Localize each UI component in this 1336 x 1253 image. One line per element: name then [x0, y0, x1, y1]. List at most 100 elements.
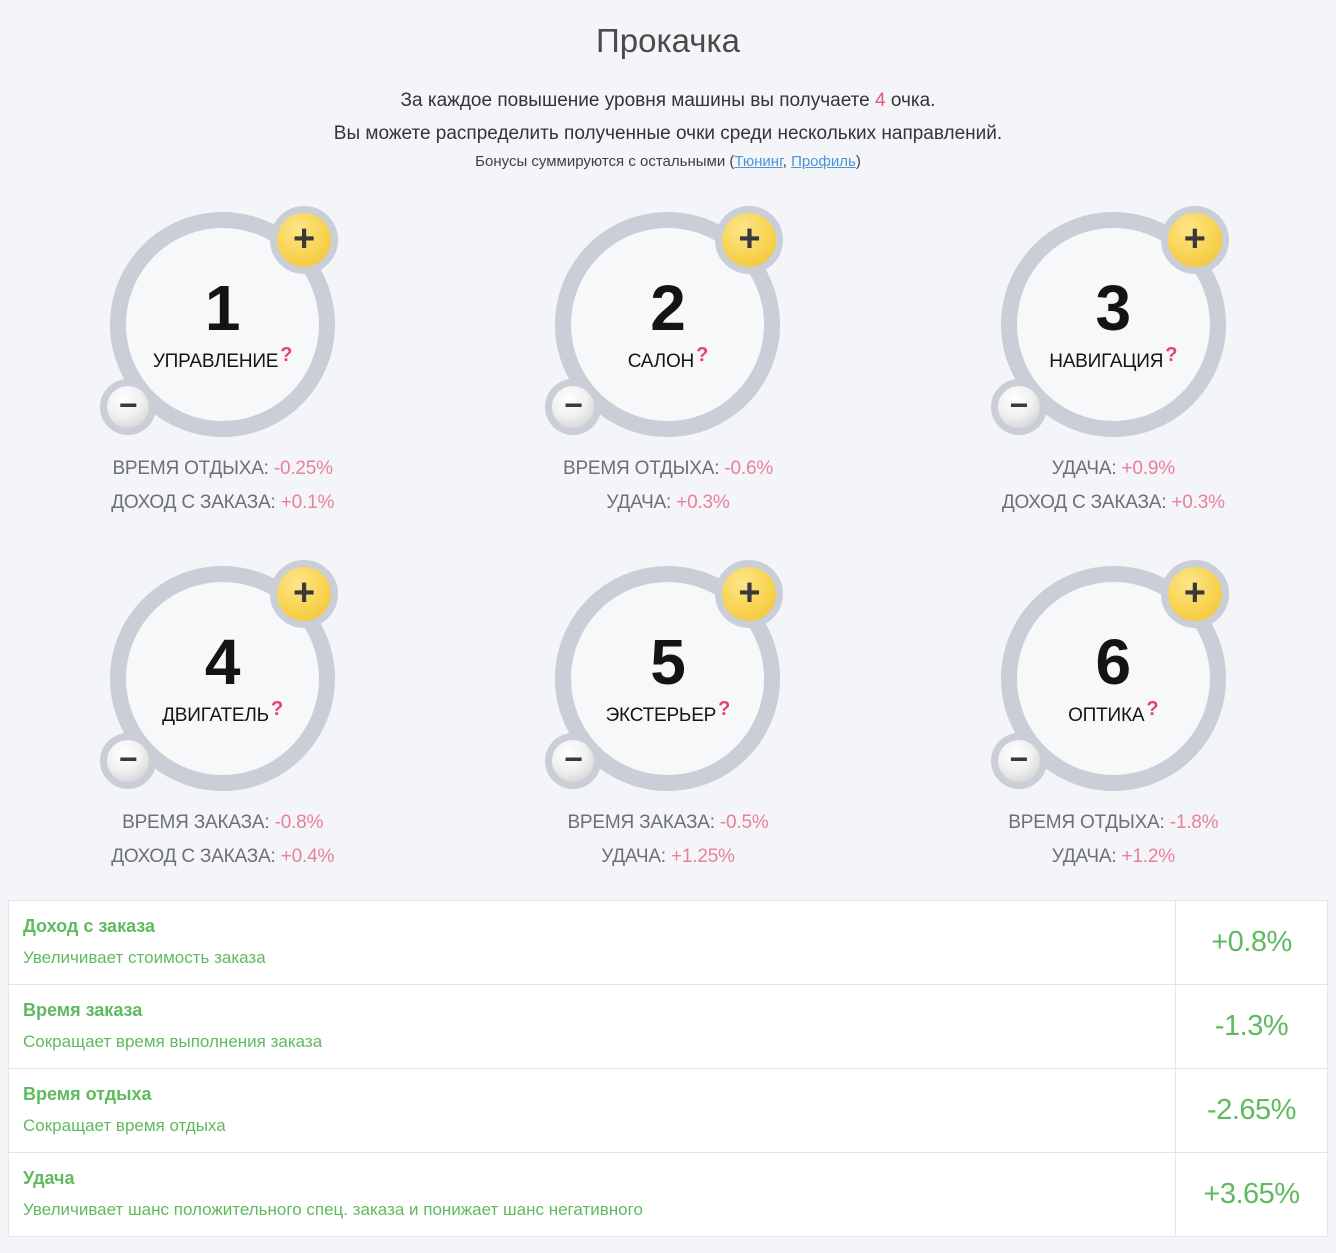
minus-icon: − — [564, 741, 583, 777]
decrease-button[interactable]: − — [100, 379, 157, 435]
link-tuning[interactable]: Тюнинг — [734, 153, 783, 170]
increase-button[interactable]: + — [715, 560, 784, 628]
stat-label: ДОХОД С ЗАКАЗА: — [111, 846, 276, 867]
help-icon[interactable]: ? — [270, 698, 284, 720]
skill-stats: УДАЧА: +0.9% ДОХОД С ЗАКАЗА: +0.3% — [1002, 452, 1225, 520]
plus-icon: + — [1183, 217, 1206, 260]
increase-button[interactable]: + — [715, 206, 784, 274]
table-row-main: Время отдыха Сокращает время отдыха — [9, 1069, 1175, 1152]
skill-stat-line: ДОХОД С ЗАКАЗА: +0.1% — [111, 486, 334, 520]
help-icon[interactable]: ? — [696, 344, 709, 366]
skill-stat-line: ВРЕМЯ ЗАКАЗА: -0.8% — [111, 806, 334, 840]
note-text-after: ) — [855, 153, 861, 170]
bonus-description: Сокращает время отдыха — [23, 1116, 226, 1135]
stat-value: -0.25% — [273, 458, 333, 479]
bonus-total-value: +3.65% — [1175, 1153, 1327, 1236]
bonus-title: Удача — [23, 1168, 75, 1188]
increase-button[interactable]: + — [270, 560, 339, 628]
stat-value: +0.3% — [1171, 492, 1225, 513]
skill-points-count: 6 — [1095, 626, 1132, 698]
line1-text-after: очка. — [885, 90, 936, 111]
table-row: Удача Увеличивает шанс положительного сп… — [9, 1153, 1327, 1236]
stat-label: ВРЕМЯ ОТДЫХА: — [562, 458, 720, 479]
points-per-level: 4 — [875, 90, 886, 111]
skill-ring-wrap: 3 НАВИГАЦИЯ? + − — [990, 206, 1229, 437]
stat-label: УДАЧА: — [601, 846, 666, 867]
skill-ring-wrap: 1 УПРАВЛЕНИЕ? + − — [100, 206, 339, 437]
table-row: Время отдыха Сокращает время отдыха -2.6… — [9, 1069, 1327, 1153]
skill-name: ОПТИКА — [1068, 705, 1145, 726]
stat-value: -0.5% — [719, 812, 769, 833]
skill-name: САЛОН — [627, 351, 695, 372]
decrease-button[interactable]: − — [545, 379, 602, 435]
increase-button[interactable]: + — [270, 206, 339, 274]
table-row: Доход с заказа Увеличивает стоимость зак… — [9, 901, 1327, 985]
skill-stats: ВРЕМЯ ОТДЫХА: -1.8% УДАЧА: +1.2% — [1008, 806, 1218, 874]
skill-stat-line: ВРЕМЯ ОТДЫХА: -0.6% — [563, 452, 773, 486]
stat-value: -0.8% — [274, 812, 324, 833]
stat-label: ВРЕМЯ ЗАКАЗА: — [567, 812, 715, 833]
skill-label-row: ДВИГАТЕЛЬ? — [162, 698, 283, 727]
bonus-title: Время заказа — [23, 1000, 143, 1020]
skill-label-row: НАВИГАЦИЯ? — [1049, 344, 1177, 373]
bonus-description: Увеличивает стоимость заказа — [23, 948, 266, 967]
skill-stat-line: ВРЕМЯ ОТДЫХА: -0.25% — [111, 452, 334, 486]
stat-label: ДОХОД С ЗАКАЗА: — [1001, 492, 1167, 513]
bonus-description: Увеличивает шанс положительного спец. за… — [23, 1200, 643, 1219]
skill-ring-wrap: 5 ЭКСТЕРЬЕР? + − — [545, 560, 784, 791]
skill-points-count: 5 — [650, 626, 686, 698]
bonus-title: Время отдыха — [23, 1084, 152, 1104]
skill-points-count: 1 — [204, 272, 241, 344]
skill-points-count: 3 — [1095, 272, 1132, 344]
skill-ring-wrap: 6 ОПТИКА? + − — [990, 560, 1229, 791]
note-separator: , — [782, 153, 792, 170]
skill-name: ЭКСТЕРЬЕР — [605, 705, 717, 726]
help-icon[interactable]: ? — [280, 344, 293, 366]
skill-stats: ВРЕМЯ ЗАКАЗА: -0.8% ДОХОД С ЗАКАЗА: +0.4… — [111, 806, 334, 874]
stat-value: -1.8% — [1169, 812, 1219, 833]
minus-icon: − — [1009, 741, 1029, 777]
help-icon[interactable]: ? — [1165, 344, 1178, 366]
bonus-total-value: -2.65% — [1175, 1069, 1327, 1152]
skill-stats: ВРЕМЯ ОТДЫХА: -0.25% ДОХОД С ЗАКАЗА: +0.… — [111, 452, 334, 520]
bonus-total-value: +0.8% — [1175, 901, 1327, 984]
decrease-button[interactable]: − — [990, 733, 1047, 789]
skill-label-row: ЭКСТЕРЬЕР? — [605, 698, 731, 727]
link-profile[interactable]: Профиль — [791, 153, 856, 170]
help-icon[interactable]: ? — [718, 698, 731, 720]
skill-card: 1 УПРАВЛЕНИЕ? + − ВРЕМЯ ОТДЫХА: -0.25% Д… — [0, 206, 445, 520]
skill-name: ДВИГАТЕЛЬ — [162, 705, 269, 726]
minus-icon: − — [1009, 387, 1029, 423]
note-text-before: Бонусы суммируются с остальными ( — [475, 153, 735, 170]
skill-stats: ВРЕМЯ ЗАКАЗА: -0.5% УДАЧА: +1.25% — [567, 806, 768, 874]
help-icon[interactable]: ? — [1146, 698, 1159, 720]
skill-card: 3 НАВИГАЦИЯ? + − УДАЧА: +0.9% ДОХОД С ЗА… — [891, 206, 1336, 520]
stat-label: ВРЕМЯ ОТДЫХА: — [1008, 812, 1165, 833]
plus-icon: + — [738, 217, 761, 260]
skill-name: УПРАВЛЕНИЕ — [152, 351, 279, 372]
skill-card: 5 ЭКСТЕРЬЕР? + − ВРЕМЯ ЗАКАЗА: -0.5% УДА… — [445, 560, 890, 874]
increase-button[interactable]: + — [1160, 206, 1229, 274]
increase-button[interactable]: + — [1160, 560, 1229, 628]
decrease-button[interactable]: − — [545, 733, 602, 789]
page-title: Прокачка — [596, 22, 740, 59]
skill-name: НАВИГАЦИЯ — [1049, 351, 1164, 372]
stat-value: -0.6% — [724, 458, 774, 479]
skill-points-count: 4 — [204, 626, 241, 698]
table-row-main: Время заказа Сокращает время выполнения … — [9, 985, 1175, 1068]
bonus-total-value: -1.3% — [1175, 985, 1327, 1068]
skill-points-count: 2 — [650, 272, 686, 344]
header-note: Бонусы суммируются с остальными (Тюнинг,… — [0, 153, 1336, 170]
minus-icon: − — [118, 741, 138, 777]
decrease-button[interactable]: − — [100, 733, 157, 789]
decrease-button[interactable]: − — [990, 379, 1047, 435]
plus-icon: + — [293, 217, 316, 260]
table-row-main: Удача Увеличивает шанс положительного сп… — [9, 1153, 1175, 1236]
skill-label-row: ОПТИКА? — [1068, 698, 1158, 727]
skill-stat-line: УДАЧА: +1.25% — [567, 840, 768, 874]
skills-grid: 1 УПРАВЛЕНИЕ? + − ВРЕМЯ ОТДЫХА: -0.25% Д… — [0, 206, 1336, 874]
skill-ring: 4 ДВИГАТЕЛЬ? — [110, 566, 336, 791]
stat-value: +0.3% — [676, 492, 730, 513]
skill-label-row: УПРАВЛЕНИЕ? — [152, 344, 293, 373]
skill-label-row: САЛОН? — [627, 344, 709, 373]
